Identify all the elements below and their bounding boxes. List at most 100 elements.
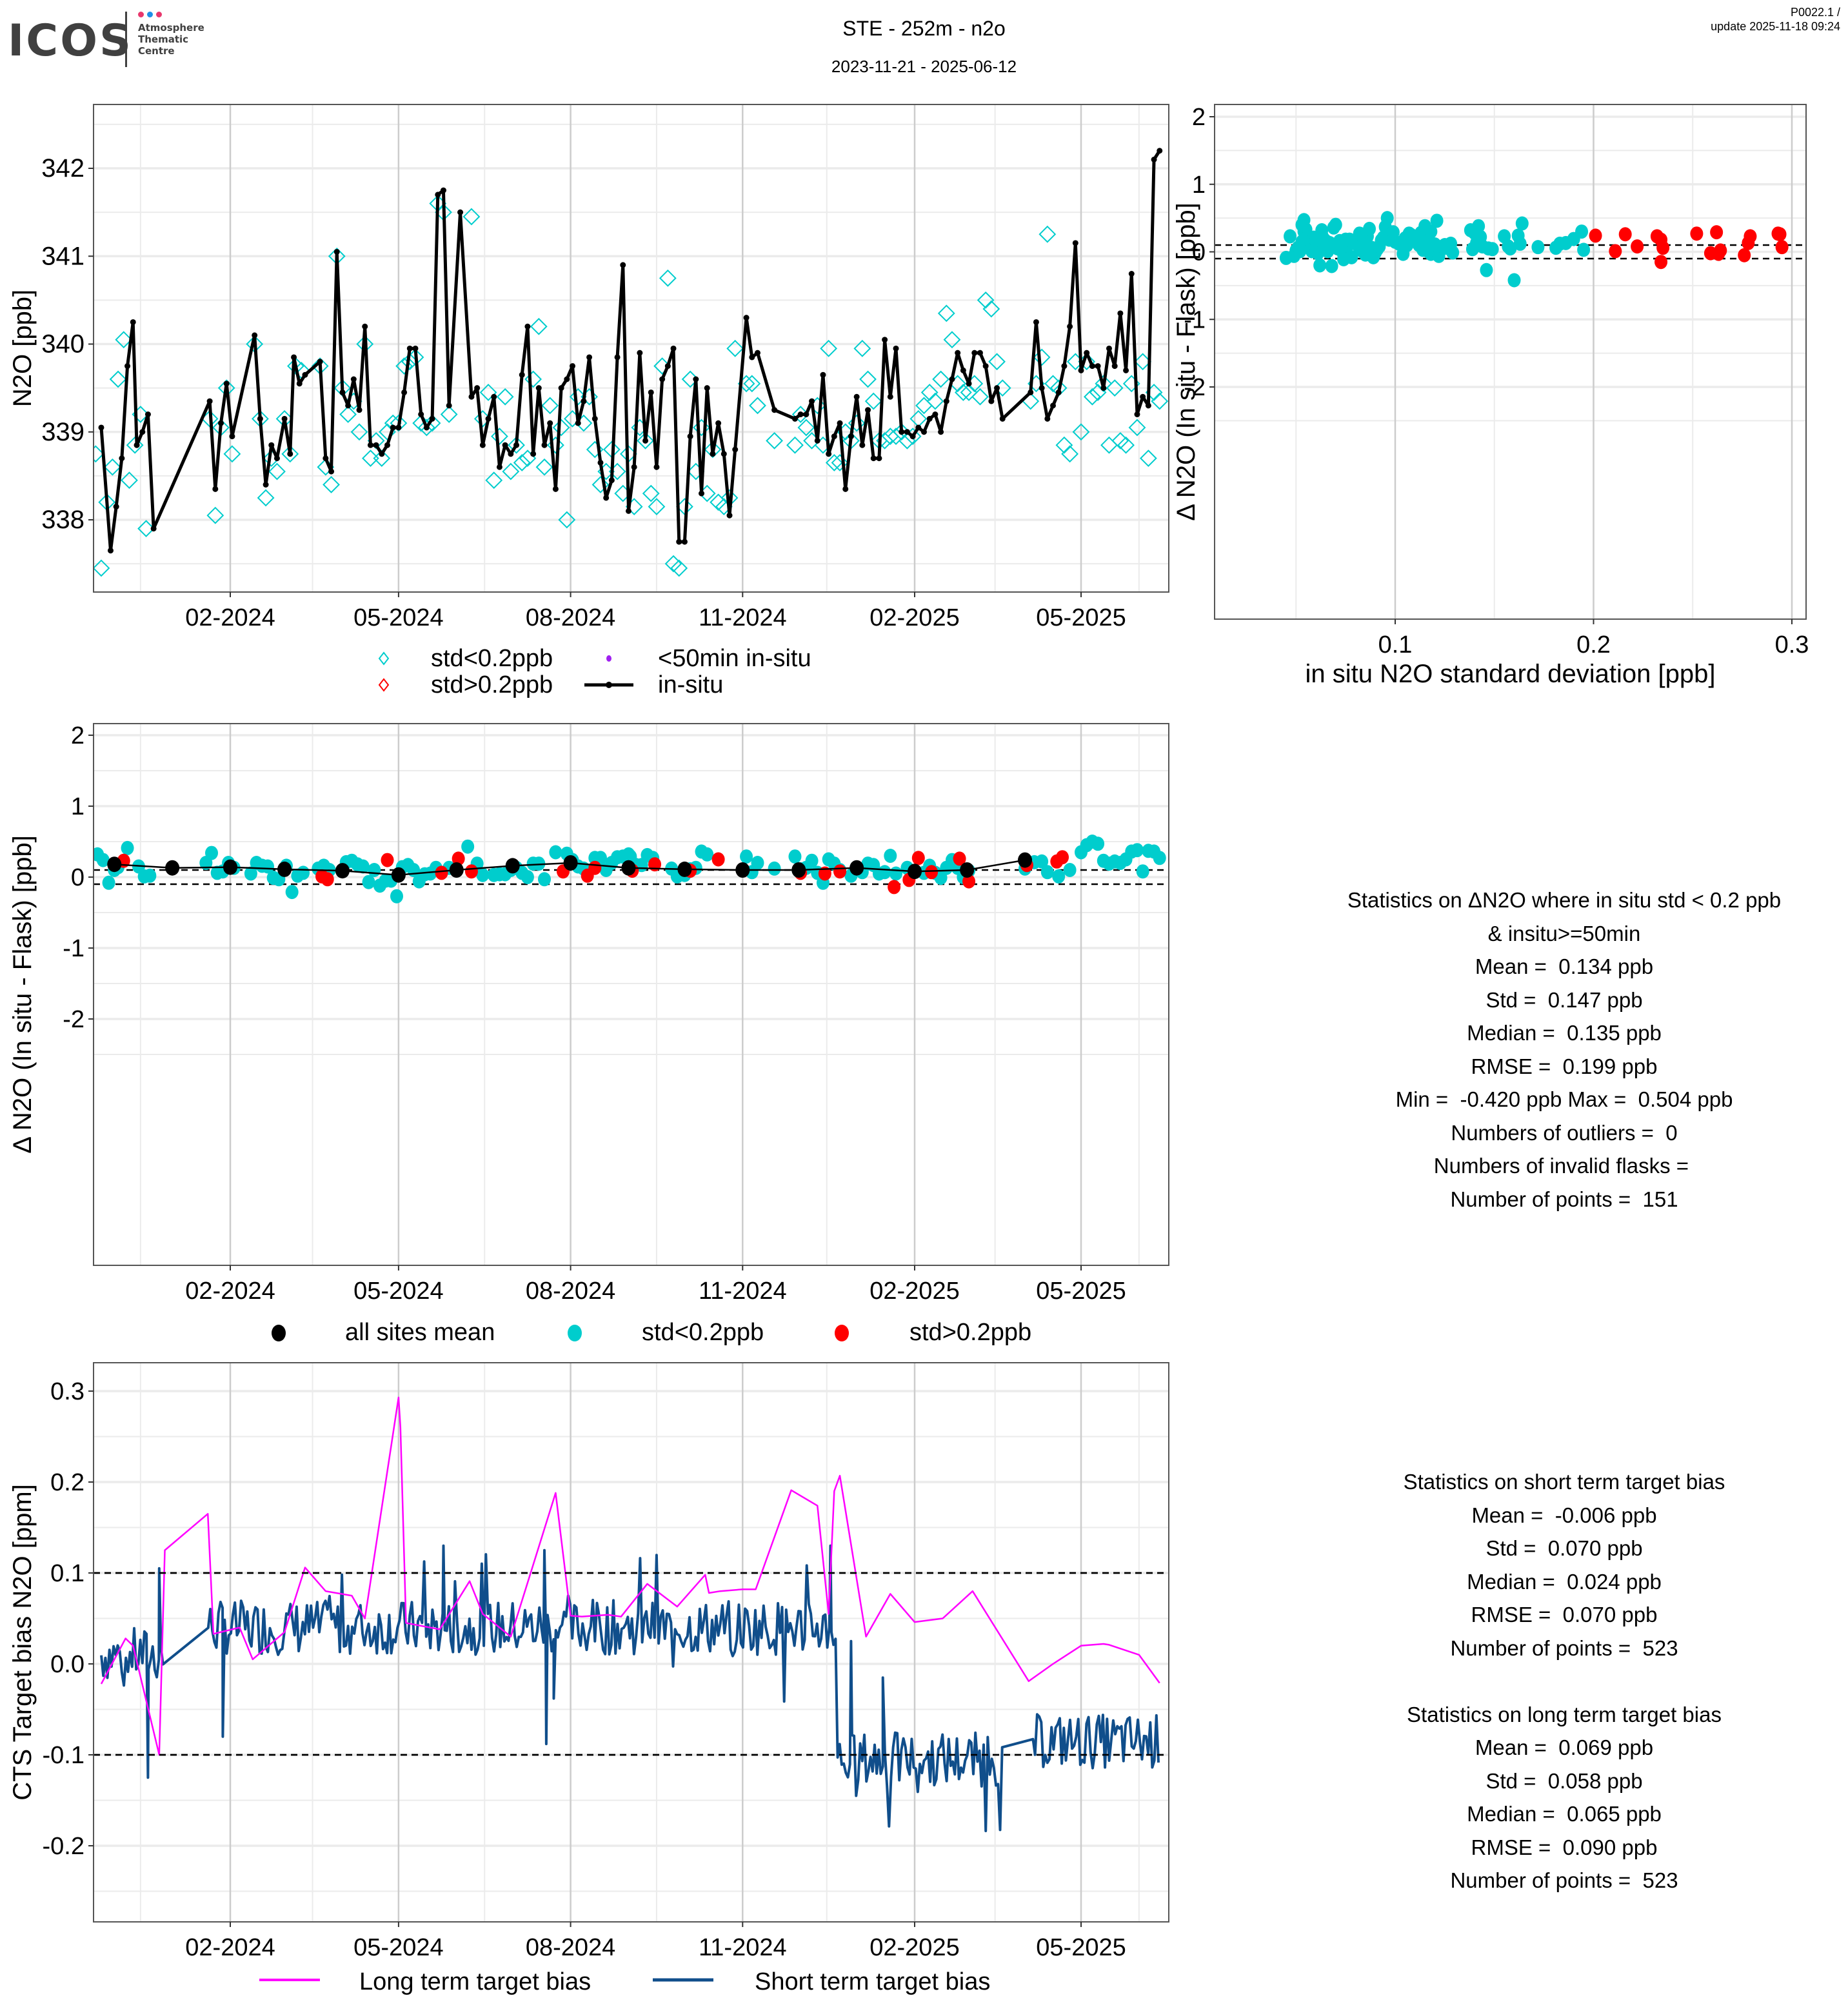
data-point-std-low — [102, 875, 115, 890]
insitu-point — [771, 407, 778, 413]
legend-item-std-low: std<0.2ppb — [642, 1319, 764, 1346]
data-point-std-high — [464, 864, 478, 879]
mean-point — [391, 867, 406, 883]
data-point-std-low — [805, 853, 819, 868]
data-point-std-high — [1775, 240, 1789, 255]
logo-dot-icon — [138, 12, 144, 17]
stat-line: RMSE = 0.199 ppb — [1471, 1054, 1658, 1078]
insitu-point — [642, 437, 649, 444]
data-point-std-low — [768, 861, 781, 876]
stat-line: Mean = -0.006 ppb — [1471, 1503, 1657, 1527]
mean-point — [677, 861, 692, 877]
data-point-std-low — [1153, 851, 1166, 865]
insitu-point — [581, 398, 587, 404]
x-tick-label: 02-2024 — [185, 1278, 275, 1305]
mean-point — [849, 860, 864, 876]
diamond-icon — [378, 651, 390, 666]
data-point-std-low — [121, 471, 138, 489]
insitu-point — [468, 393, 475, 400]
x-tick-label: 05-2024 — [353, 1934, 443, 1961]
logo-wordmark: ICOS — [8, 15, 133, 66]
x-tick-label: 11-2024 — [699, 604, 787, 631]
plot-background — [94, 724, 1169, 1265]
insitu-point — [345, 402, 352, 409]
insitu-point — [323, 455, 329, 462]
stat-line: Numbers of invalid flasks = — [1433, 1154, 1695, 1178]
insitu-point — [440, 187, 446, 193]
data-point-std-low — [1128, 419, 1146, 437]
data-point-std-low — [223, 445, 241, 463]
data-point-std-low — [244, 866, 257, 881]
insitu-point — [1061, 363, 1068, 370]
insitu-point — [797, 411, 804, 417]
data-point-std-low — [549, 845, 562, 860]
data-point-std-low — [205, 845, 219, 860]
insitu-point — [362, 323, 368, 330]
data-point-std-low — [637, 431, 654, 450]
bias-statistics: Statistics on short term target bias Mean… — [1226, 1465, 1848, 1897]
insitu-point — [339, 389, 346, 395]
insitu-point — [124, 363, 131, 370]
mean-point — [960, 862, 975, 878]
stat-line: Median = 0.024 ppb — [1467, 1569, 1662, 1594]
insitu-point — [1038, 385, 1045, 391]
insitu-point — [119, 455, 125, 462]
insitu-point — [809, 398, 815, 404]
insitu-point — [406, 345, 413, 351]
insitu-point — [648, 389, 654, 395]
data-point-std-high — [911, 851, 925, 865]
data-point-std-low — [323, 476, 340, 493]
insitu-point — [842, 486, 849, 492]
data-point-std-low — [109, 370, 127, 388]
data-point-std-low — [884, 849, 897, 863]
plot-border — [1214, 104, 1807, 620]
x-tick-label: 02-2025 — [869, 1934, 959, 1961]
insitu-point — [429, 415, 435, 422]
insitu-point — [608, 477, 615, 484]
insitu-point — [603, 495, 610, 501]
target-bias-chart: -0.2 -0.1 0.0 0.1 0.2 0.3 02-2024 05-2024 08-202… — [8, 1362, 1169, 1961]
data-point-std-high — [953, 851, 966, 866]
data-point-std-low — [1480, 262, 1493, 277]
data-point-std-high — [1631, 239, 1644, 254]
insitu-point — [569, 363, 575, 370]
y-tick-label: 342 — [41, 154, 84, 183]
data-point-std-low — [513, 454, 531, 471]
data-point-std-low — [1055, 436, 1073, 454]
insitu-point — [586, 354, 593, 361]
insitu-point — [681, 539, 688, 545]
dot-icon — [568, 1325, 582, 1341]
data-point-std-low — [524, 370, 542, 388]
insitu-point — [144, 411, 151, 417]
data-point-std-high — [1690, 226, 1704, 241]
x-tick-label: 05-2025 — [1036, 1278, 1126, 1305]
stat-line: Numbers of outliers = 0 — [1451, 1120, 1678, 1145]
data-point-std-low — [977, 291, 995, 309]
y-axis-label: N2O [ppb] — [8, 290, 37, 407]
data-point-std-low — [1430, 213, 1444, 228]
insitu-point — [1157, 148, 1163, 154]
insitu-point — [107, 548, 114, 554]
insitu-point — [904, 429, 910, 435]
x-tick-label: 02-2025 — [869, 604, 959, 631]
x-axis-label: in situ N2O standard deviation [ppb] — [1306, 660, 1716, 688]
insitu-point — [1100, 385, 1107, 391]
x-tick-label: 0.3 — [1775, 631, 1809, 658]
data-point-std-low — [1040, 865, 1054, 880]
data-point-std-high — [452, 851, 465, 866]
data-point-std-low — [1117, 436, 1135, 454]
data-point-std-low — [1284, 229, 1297, 244]
insitu-point — [1123, 367, 1129, 373]
y-axis-label: CTS Target bias N2O [ppm] — [8, 1484, 37, 1801]
data-point-std-low — [1151, 392, 1169, 410]
data-point-std-low — [521, 870, 534, 884]
insitu-point — [960, 367, 966, 373]
data-point-std-low — [485, 471, 503, 489]
data-point-std-low — [786, 436, 804, 454]
stat-line: Number of points = 523 — [1450, 1636, 1678, 1660]
dot-icon — [835, 1325, 849, 1341]
data-point-std-low — [1035, 854, 1049, 869]
insitu-point — [982, 363, 989, 370]
insitu-point — [418, 411, 424, 417]
